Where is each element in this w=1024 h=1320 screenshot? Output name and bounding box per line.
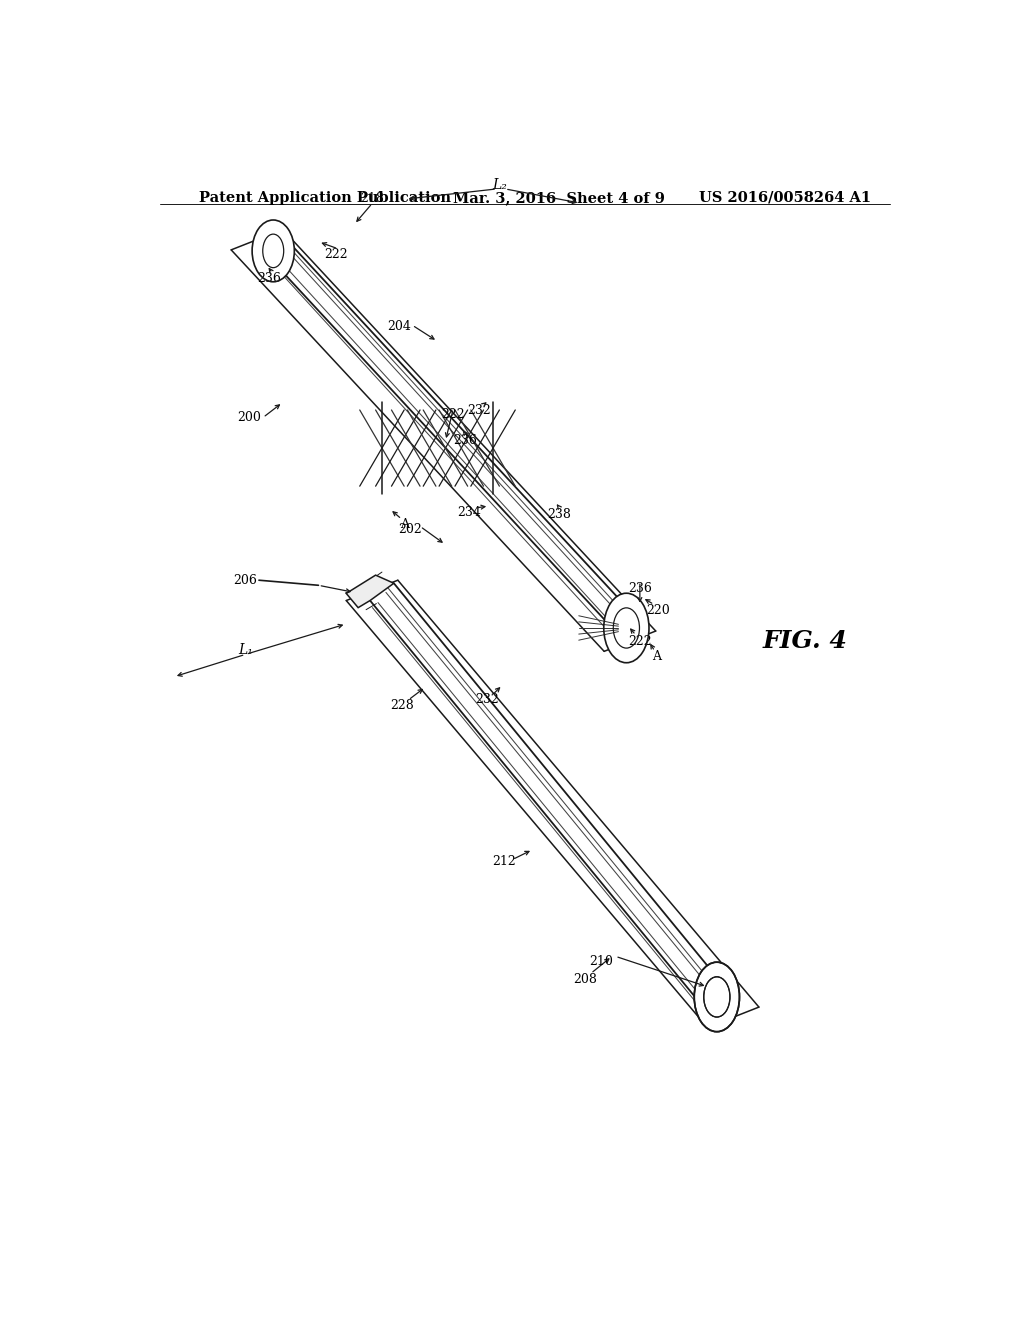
Ellipse shape xyxy=(604,593,649,663)
Text: 206: 206 xyxy=(233,574,257,586)
Text: 202: 202 xyxy=(398,523,422,536)
Ellipse shape xyxy=(252,220,294,281)
Text: Mar. 3, 2016  Sheet 4 of 9: Mar. 3, 2016 Sheet 4 of 9 xyxy=(454,191,666,205)
Text: 222: 222 xyxy=(441,408,465,421)
Text: 208: 208 xyxy=(573,973,597,986)
Text: 236: 236 xyxy=(257,272,282,285)
Text: 222: 222 xyxy=(628,635,651,648)
Text: 218: 218 xyxy=(360,191,384,205)
Polygon shape xyxy=(346,576,394,607)
Text: 228: 228 xyxy=(390,698,414,711)
Text: 236: 236 xyxy=(454,434,477,447)
Text: 236: 236 xyxy=(628,582,652,595)
Text: 204: 204 xyxy=(387,319,412,333)
Text: A: A xyxy=(399,517,409,531)
Text: Patent Application Publication: Patent Application Publication xyxy=(200,191,452,205)
Text: 232: 232 xyxy=(475,693,499,706)
Text: US 2016/0058264 A1: US 2016/0058264 A1 xyxy=(699,191,871,205)
Text: L₂: L₂ xyxy=(492,178,507,191)
Text: 222: 222 xyxy=(325,248,348,261)
Text: 238: 238 xyxy=(547,508,570,520)
Ellipse shape xyxy=(694,962,739,1032)
Text: 232: 232 xyxy=(467,404,490,417)
Text: 200: 200 xyxy=(238,411,261,424)
Text: 210: 210 xyxy=(589,954,613,968)
Text: L₁: L₁ xyxy=(238,643,253,657)
Text: FIG. 4: FIG. 4 xyxy=(763,630,848,653)
Text: 220: 220 xyxy=(646,605,670,618)
Text: 234: 234 xyxy=(458,506,481,519)
Text: 212: 212 xyxy=(493,855,516,869)
Text: A: A xyxy=(652,649,662,663)
